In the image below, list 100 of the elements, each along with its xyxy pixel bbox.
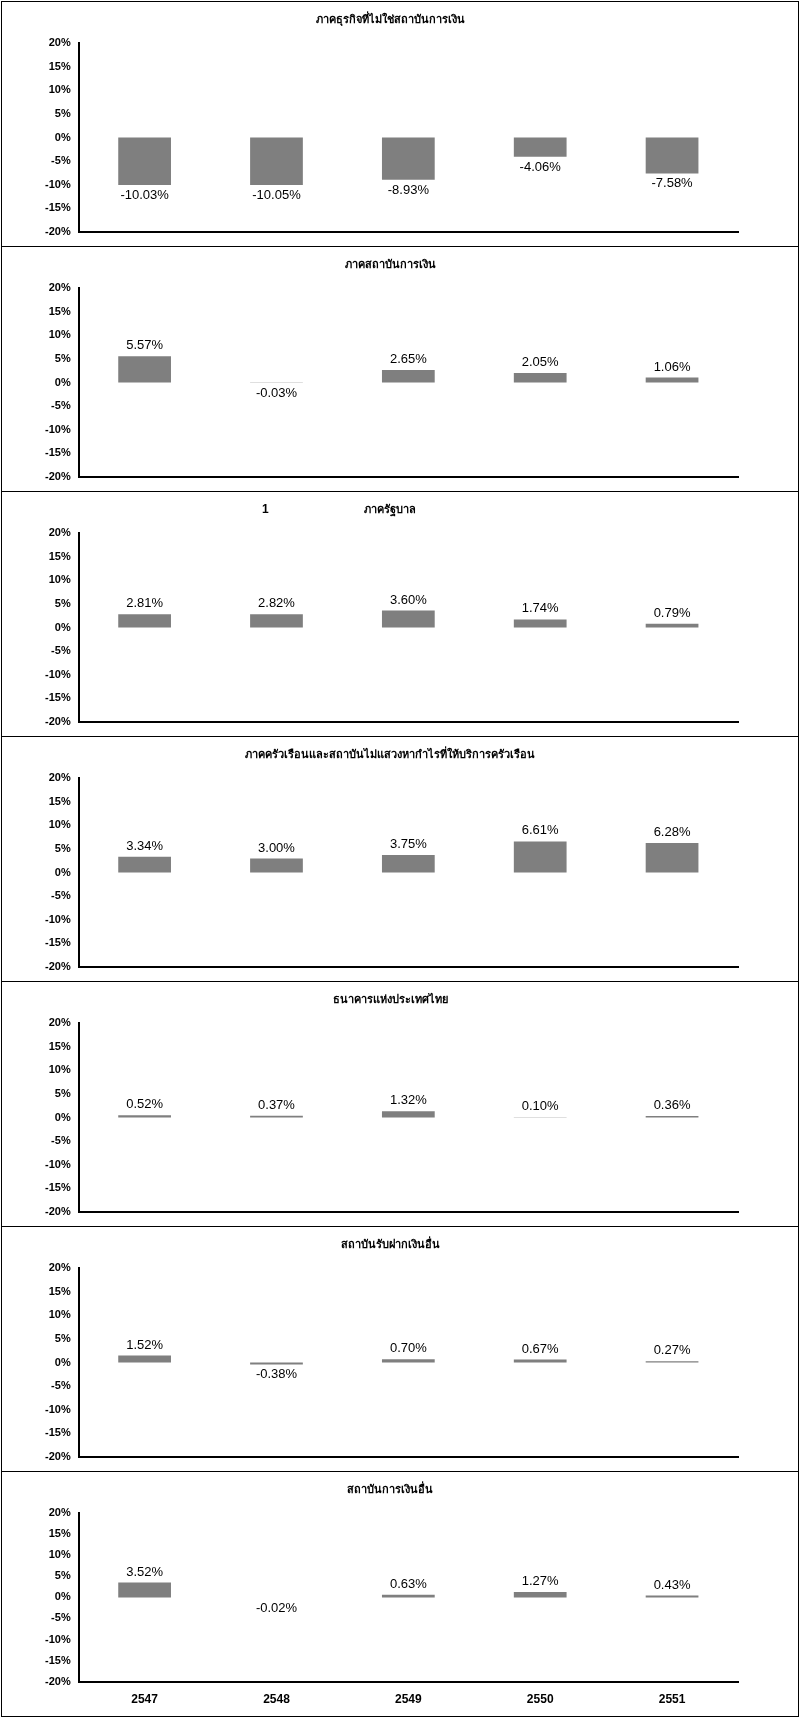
data-label: 0.10% (521, 1098, 560, 1114)
bar (513, 841, 567, 873)
data-label: -10.05% (252, 187, 302, 203)
y-tick-label: -10% (44, 667, 71, 680)
chart-title: ภาคธุรกิจที่ไม่ใช่สถาบันการเงิน (315, 11, 465, 28)
y-tick-label: -10% (44, 1157, 71, 1170)
chart-title: สถาบันการเงินอื่น (347, 1481, 433, 1497)
y-tick-label: -10% (44, 422, 71, 435)
y-tick-label: 5% (54, 1569, 71, 1582)
data-label: 3.75% (389, 835, 428, 851)
data-label: 0.43% (653, 1576, 691, 1592)
data-label: -8.93% (387, 181, 430, 197)
data-label: -0.02% (255, 1599, 298, 1615)
data-label: -0.38% (255, 1366, 298, 1382)
y-tick-label: -10% (44, 1632, 71, 1645)
data-label: 2.65% (389, 351, 428, 367)
y-tick-label: -20% (44, 1450, 71, 1463)
bar (513, 1592, 567, 1598)
x-tick-label: 2550 (526, 1692, 554, 1707)
y-tick-label: 20% (48, 281, 71, 294)
y-tick-label: 20% (48, 1016, 71, 1029)
chart-title: ธนาคารแห่งประเทศไทย (332, 992, 448, 1007)
y-tick-label: 15% (48, 1284, 71, 1297)
y-tick-label: -5% (51, 399, 71, 412)
y-tick-label: 10% (48, 1063, 71, 1076)
text: 1 (262, 502, 269, 516)
y-tick-label: 0% (54, 375, 71, 388)
chart-title: ภาคสถาบันการเงิน (344, 258, 436, 272)
data-label: 0.52% (126, 1096, 164, 1112)
data-label: 0.70% (389, 1340, 428, 1356)
y-tick-label: -20% (44, 1674, 71, 1687)
y-tick-label: 10% (48, 1548, 71, 1561)
data-label: 1.32% (389, 1092, 428, 1108)
data-label: 1.27% (521, 1573, 560, 1589)
bar (513, 1359, 567, 1363)
y-tick-label: -10% (44, 1402, 71, 1415)
y-tick-label: -10% (44, 912, 71, 925)
y-tick-label: -15% (44, 691, 71, 704)
y-tick-label: 10% (48, 573, 71, 586)
y-tick-label: -5% (51, 154, 71, 167)
y-tick-label: 0% (54, 1110, 71, 1123)
data-label: 5.57% (126, 337, 164, 353)
y-tick-label: -20% (44, 1205, 71, 1218)
data-label: 2.05% (521, 354, 560, 369)
y-tick-label: 5% (54, 597, 71, 610)
data-label: 6.61% (521, 822, 560, 838)
bar (645, 377, 699, 383)
bar (513, 619, 567, 628)
y-tick-label: -5% (51, 1379, 71, 1392)
y-tick-label: 20% (48, 771, 71, 784)
y-tick-label: 10% (48, 328, 71, 341)
data-label: -0.03% (255, 384, 298, 400)
bar (118, 1355, 171, 1363)
y-tick-label: -10% (44, 177, 71, 190)
data-label: 0.79% (653, 604, 691, 620)
y-tick-label: -5% (51, 644, 71, 657)
x-tick-label: 2549 (394, 1692, 423, 1707)
x-tick-label: 2548 (263, 1692, 291, 1707)
y-tick-label: 0% (54, 620, 71, 633)
bar (118, 356, 171, 383)
bar (381, 610, 435, 628)
y-tick-label: -20% (44, 470, 71, 483)
y-tick-label: 0% (54, 865, 71, 878)
data-label: 2.82% (258, 595, 296, 611)
data-label: 0.67% (521, 1340, 560, 1356)
chart-title: ภาครัฐบาล (364, 503, 416, 518)
y-tick-label: -15% (44, 1181, 71, 1194)
data-label: 0.37% (258, 1096, 296, 1112)
data-label: 2.81% (126, 595, 164, 611)
data-label: 0.36% (653, 1096, 691, 1112)
data-label: 0.27% (653, 1342, 691, 1358)
data-label: 0.63% (389, 1575, 428, 1591)
y-tick-label: 10% (48, 818, 71, 831)
y-tick-label: -15% (44, 1426, 71, 1439)
data-label: -4.06% (519, 158, 562, 174)
data-label: -10.03% (120, 187, 170, 203)
y-tick-label: -15% (44, 446, 71, 459)
bar (645, 623, 699, 628)
y-tick-label: 15% (48, 59, 71, 72)
data-label: -7.58% (651, 175, 694, 191)
y-tick-label: 20% (48, 526, 71, 539)
y-tick-label: 5% (54, 107, 71, 120)
bar (250, 858, 303, 873)
x-tick-label: 2551 (658, 1692, 686, 1707)
data-label: 3.00% (258, 839, 296, 855)
bar (381, 854, 435, 873)
y-tick-label: 0% (54, 1590, 71, 1603)
y-tick-label: 20% (48, 1261, 71, 1274)
y-tick-label: -20% (44, 225, 71, 238)
y-tick-label: 0% (54, 1355, 71, 1368)
y-tick-label: 15% (48, 304, 71, 317)
y-tick-label: -20% (44, 715, 71, 728)
y-tick-label: -15% (44, 1653, 71, 1666)
y-tick-label: 5% (54, 842, 71, 855)
data-label: 1.52% (126, 1336, 164, 1352)
y-tick-label: 5% (54, 352, 71, 365)
y-tick-label: 20% (48, 36, 71, 49)
chart-title: ภาคครัวเรือนและสถาบันไม่แสวงหากำไรที่ให้บริการครัวเรือน (245, 746, 535, 762)
y-tick-label: -20% (44, 960, 71, 973)
y-tick-label: 15% (48, 1039, 71, 1052)
